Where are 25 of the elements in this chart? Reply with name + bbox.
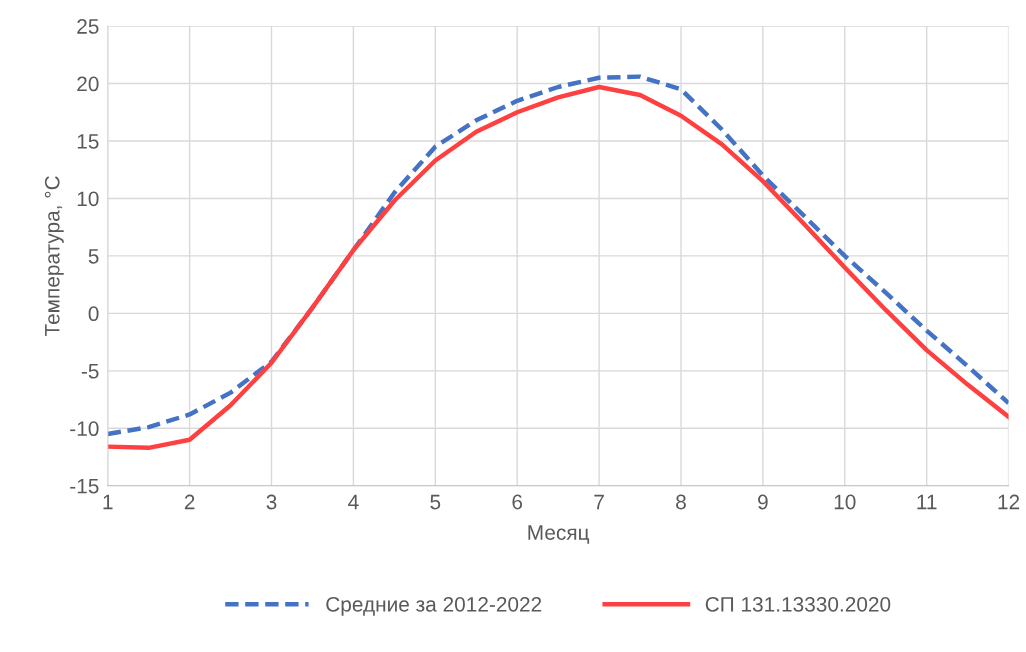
x-tick-label: 5 <box>430 494 441 510</box>
x-tick-label: 11 <box>917 494 937 510</box>
y-tick-label: 5 <box>88 249 99 264</box>
x-tick-label: 2 <box>184 494 195 510</box>
x-tick-label: 9 <box>758 494 768 510</box>
x-tick-label: 7 <box>594 494 604 510</box>
y-axis-title: Температура, °C <box>44 176 64 336</box>
y-tick-label: 20 <box>77 76 99 92</box>
legend-label: Средние за 2012-2022 <box>326 596 542 616</box>
y-tick-label: -10 <box>70 421 99 437</box>
x-tick-label: 4 <box>348 494 359 510</box>
x-tick-label: 10 <box>834 494 856 510</box>
y-tick-label: 25 <box>77 19 99 34</box>
y-tick-label: 0 <box>88 306 99 322</box>
y-tick-label: -5 <box>81 364 99 379</box>
x-axis-title: Месяц <box>528 525 590 544</box>
x-tick-label: 3 <box>266 494 277 510</box>
x-tick-label: 6 <box>512 494 523 510</box>
y-tick-label: -15 <box>70 478 99 494</box>
y-tick-label: 15 <box>77 134 99 149</box>
x-tick-label: 1 <box>103 494 113 510</box>
legend-label: СП 131.13330.2020 <box>705 596 891 612</box>
x-tick-label: 12 <box>998 494 1020 510</box>
x-tick-label: 8 <box>676 494 686 510</box>
y-tick-label: 10 <box>77 191 99 207</box>
